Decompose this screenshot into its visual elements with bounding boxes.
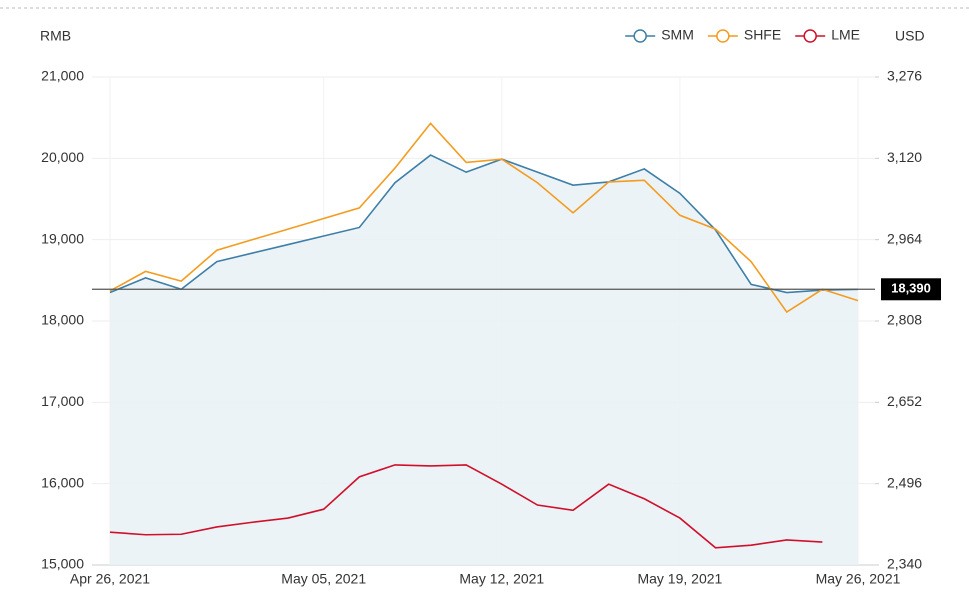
line xyxy=(109,122,859,314)
legend-swatch xyxy=(716,29,730,43)
y2-tick-label: 3,276 xyxy=(887,68,922,84)
y-tick-label: 16,000 xyxy=(41,474,84,490)
current-price-box xyxy=(881,278,941,301)
y2-tick-label: 2,808 xyxy=(887,312,922,328)
y-tick-label: 18,000 xyxy=(41,312,84,328)
x-tick-label: May 26, 2021 xyxy=(816,571,901,587)
legend-swatch xyxy=(803,29,817,43)
y-tick-label: 21,000 xyxy=(41,68,84,84)
y2-tick-label: 2,652 xyxy=(887,393,922,409)
legend-swatch xyxy=(633,29,647,43)
legend-label: SMM xyxy=(661,27,694,43)
y-tick-label: 17,000 xyxy=(41,393,84,409)
line xyxy=(109,154,859,294)
x-tick-label: May 05, 2021 xyxy=(281,571,366,587)
y2-axis-label: USD xyxy=(895,28,925,44)
legend-label: SHFE xyxy=(744,27,781,43)
y2-tick-label: 2,340 xyxy=(887,556,922,572)
x-tick-label: Apr 26, 2021 xyxy=(70,571,150,587)
area xyxy=(110,155,858,565)
y2-tick-label: 2,496 xyxy=(887,474,922,490)
x-tick-label: May 19, 2021 xyxy=(637,571,722,587)
y-tick-label: 19,000 xyxy=(41,230,84,246)
y-tick-label: 15,000 xyxy=(41,556,84,572)
y2-tick-label: 3,120 xyxy=(887,149,922,165)
legend-label: LME xyxy=(831,27,860,43)
current-price-label: 18,390 xyxy=(891,281,931,296)
y-tick-label: 20,000 xyxy=(41,149,84,165)
y-axis-label: RMB xyxy=(40,28,71,44)
y2-tick-label: 2,964 xyxy=(887,230,922,246)
line xyxy=(109,464,823,549)
x-tick-label: May 12, 2021 xyxy=(459,571,544,587)
